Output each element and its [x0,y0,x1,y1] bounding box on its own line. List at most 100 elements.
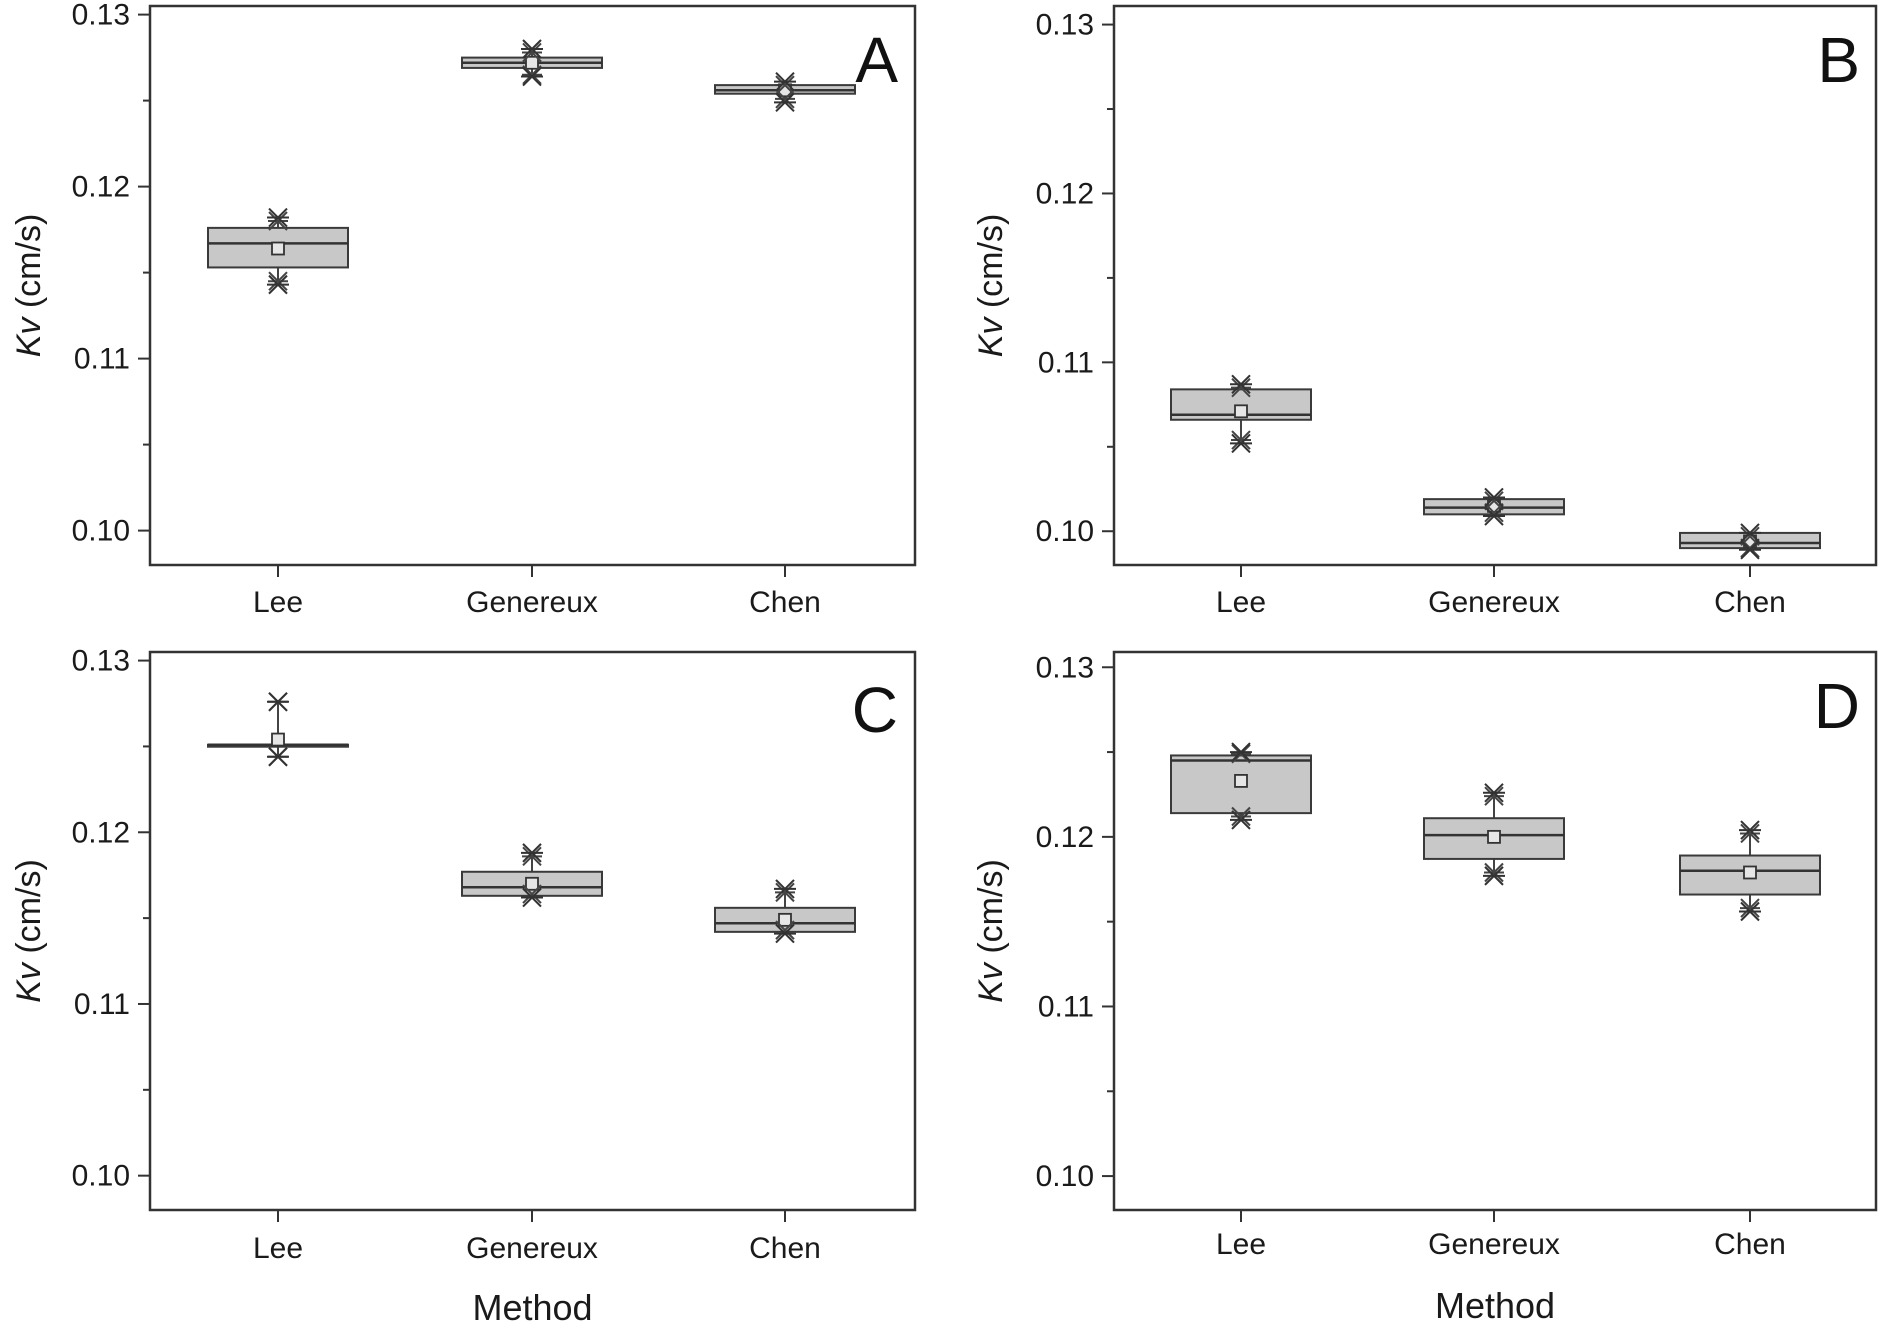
x-tick-label: Lee [253,586,303,619]
box-chen [714,879,856,944]
y-tick-label: 0.13 [1036,9,1094,42]
box-lee [207,207,349,295]
mean-marker [1234,404,1248,419]
p1-marker [1484,502,1504,523]
max-marker [1483,783,1505,803]
panel-b: 0.10 0.11 0.12 0.13 Kv (cm/s) Lee Genereux Chen… [972,4,1878,619]
mean-marker [271,241,285,256]
x-axis-title: Method [472,1287,592,1328]
p99-marker [1740,823,1760,844]
p99-marker [1231,377,1251,398]
box-chen [1679,820,1821,922]
max-marker [521,843,543,863]
p99-marker [1231,744,1251,764]
panel-letter: B [1817,24,1860,96]
y-axis-title: Kv (cm/s) [10,214,48,358]
x-tick-label: Chen [749,1232,821,1265]
y-tick-label: 0.11 [1038,346,1094,379]
max-marker [1483,487,1505,508]
box-genereux [1423,487,1565,526]
y-tick-label: 0.10 [72,1160,130,1193]
panel-d: 0.10 0.11 0.12 0.13 Kv (cm/s) Lee Genereux Chen… [972,650,1878,1326]
x-tick-label: Chen [1714,1228,1786,1261]
y-tick-label: 0.11 [74,343,130,376]
x-tick-label: Lee [253,1232,303,1265]
p99-marker [522,42,542,63]
y-tick-label: 0.10 [1036,1160,1094,1193]
min-marker [1739,901,1761,922]
p1-marker [1740,898,1760,918]
mean-marker [271,732,285,747]
p1-marker [522,65,542,85]
max-marker [774,71,796,92]
p1-marker [1484,862,1504,883]
max-marker [521,39,543,59]
min-marker [267,274,289,295]
x-tick-label: Lee [1216,1228,1266,1261]
p1-marker [522,884,542,904]
y-tick-label: 0.10 [72,515,130,548]
max-marker [774,879,796,899]
min-marker [1230,810,1252,830]
y-tick-label: 0.12 [72,816,130,849]
plot-frame [1112,4,1878,567]
y-axis-title: Kv (cm/s) [972,214,1010,358]
max-marker [1739,820,1761,840]
y-tick-label: 0.12 [72,171,130,204]
y-tick-label: 0.12 [1036,177,1094,210]
panel-letter: C [852,674,898,746]
panel-c: 0.10 0.11 0.12 0.13 Kv (cm/s) Lee Genereux Chen… [10,645,917,1328]
p99-marker [1484,786,1504,806]
x-tick-label: Genereux [1428,586,1560,619]
mean-marker [1743,865,1757,880]
y-tick-label: 0.13 [72,645,130,678]
p1-marker [1740,538,1760,558]
y-axis-title: Kv (cm/s) [10,859,48,1003]
box-chen [1679,523,1821,560]
box-lee [207,692,349,767]
mean-marker [1234,773,1248,788]
y-tick-label: 0.13 [1036,651,1094,684]
min-marker [521,887,543,908]
min-marker [521,66,543,87]
y-tick-label: 0.12 [1036,821,1094,854]
p1-marker [775,920,795,940]
p99-marker [522,846,542,867]
p1-marker [775,89,795,109]
box-lee [1170,742,1312,830]
p99-marker [775,75,795,95]
x-axis-title: Method [1435,1285,1555,1326]
x-tick-label: Chen [749,586,821,619]
box-genereux [461,843,603,908]
max-marker [267,207,289,228]
min-marker [1483,506,1505,526]
box-genereux [461,39,603,87]
mean-marker [1487,829,1501,844]
plot-frame [1112,650,1878,1212]
box-chen [714,71,856,113]
max-marker [1739,523,1761,543]
x-tick-label: Genereux [466,1232,598,1265]
max-marker [1230,374,1252,395]
panel-letter: A [855,24,898,96]
y-tick-label: 0.11 [74,988,130,1021]
min-marker [1483,866,1505,886]
p1-marker [1231,806,1251,827]
x-tick-label: Genereux [1428,1228,1560,1261]
panel-a: 0.10 0.11 0.12 0.13 Kv (cm/s) Lee Genereux Chen… [10,0,917,619]
mean-marker [525,876,539,891]
p99-marker [775,882,795,903]
min-marker [267,747,289,767]
p1-marker [268,271,288,291]
min-marker [774,92,796,113]
y-tick-label: 0.10 [1036,515,1094,548]
mean-marker [525,55,539,70]
x-tick-label: Genereux [466,586,598,619]
x-tick-label: Chen [1714,586,1786,619]
p99-marker [268,211,288,231]
max-marker [1230,742,1252,762]
min-marker [1739,540,1761,560]
max-marker [267,692,289,712]
min-marker [774,923,796,944]
